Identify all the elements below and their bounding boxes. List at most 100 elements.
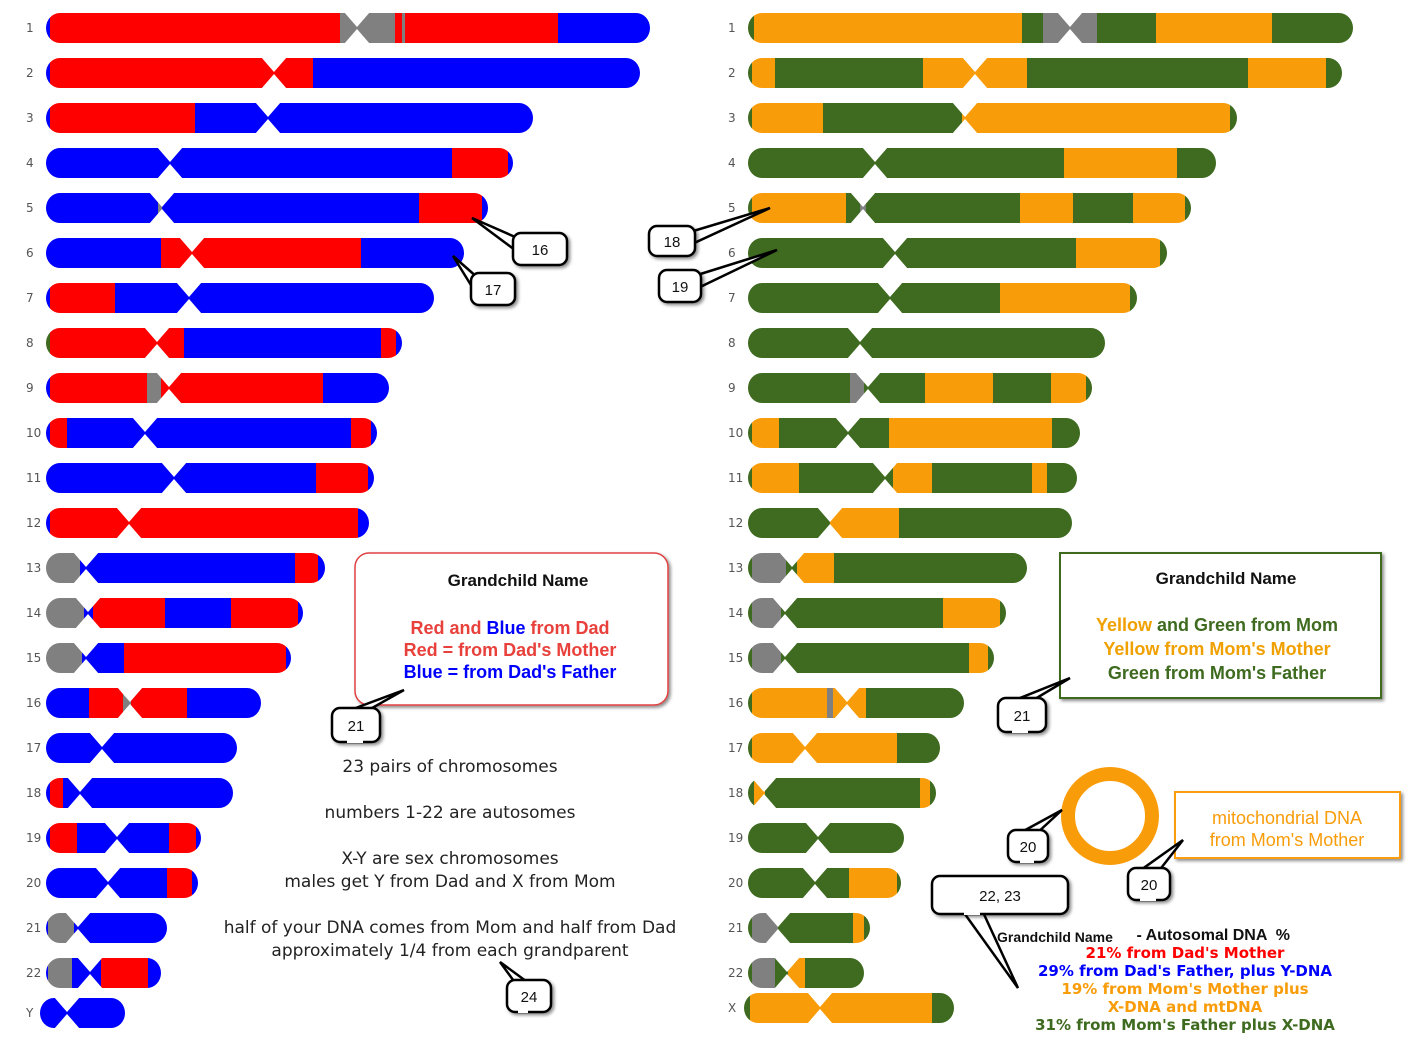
segment bbox=[50, 508, 358, 538]
segment bbox=[48, 913, 74, 943]
chromosome-label: 20 bbox=[728, 876, 743, 890]
dad-legend-box: Grandchild Name Red and Blue from Dad Re… bbox=[354, 552, 669, 706]
chromosome-r-6: 6 bbox=[728, 237, 1167, 269]
segment bbox=[340, 13, 395, 43]
segment bbox=[46, 13, 50, 43]
segment bbox=[93, 598, 165, 628]
centromere-pinch bbox=[751, 794, 777, 809]
centromere-pinch bbox=[179, 237, 205, 252]
segment bbox=[558, 13, 650, 43]
callout-number: 17 bbox=[485, 282, 502, 299]
segment bbox=[805, 958, 864, 988]
centromere-pinch bbox=[805, 839, 831, 854]
dad-legend-title: Grandchild Name bbox=[448, 571, 589, 590]
segment bbox=[101, 958, 148, 988]
segment bbox=[866, 688, 964, 718]
centromere-pinch bbox=[156, 389, 182, 404]
green-from-mom: and Green from Mom bbox=[1152, 615, 1338, 635]
segment bbox=[50, 823, 77, 853]
note-23-pairs: 23 pairs of chromosomes bbox=[342, 757, 557, 777]
segment bbox=[123, 688, 131, 718]
segment bbox=[1032, 463, 1047, 493]
centromere-pinch bbox=[772, 597, 798, 612]
centromere-pinch bbox=[855, 372, 881, 387]
chromosome-l-Y: Y bbox=[25, 997, 125, 1029]
centromere-pinch bbox=[255, 102, 281, 117]
chromosome-l-1: 1 bbox=[26, 12, 650, 44]
segment bbox=[115, 283, 434, 313]
centromere-pinch bbox=[1057, 29, 1083, 44]
centromere-pinch bbox=[850, 192, 876, 207]
chromosome-label: 6 bbox=[26, 246, 34, 260]
segment bbox=[187, 688, 261, 718]
centromere-pinch bbox=[772, 642, 798, 657]
segment bbox=[323, 373, 389, 403]
segment bbox=[50, 373, 147, 403]
centromere-pinch bbox=[855, 389, 881, 404]
segment bbox=[781, 643, 969, 673]
centromere-pinch bbox=[872, 462, 898, 477]
segment bbox=[46, 238, 161, 268]
segment bbox=[748, 463, 752, 493]
centromere-pinch bbox=[75, 614, 101, 629]
segment bbox=[395, 13, 402, 43]
note-quarter: approximately 1/4 from each grandparent bbox=[271, 941, 629, 961]
callout-c24: 24 bbox=[498, 960, 553, 1014]
segment bbox=[866, 193, 1020, 223]
segment bbox=[508, 148, 513, 178]
centromere-pinch bbox=[805, 822, 831, 837]
segment bbox=[748, 58, 752, 88]
segment bbox=[368, 463, 374, 493]
segment bbox=[748, 13, 754, 43]
chromosome-label: 16 bbox=[26, 696, 41, 710]
centromere-pinch bbox=[817, 524, 843, 539]
centromere-pinch bbox=[255, 119, 281, 134]
segment bbox=[48, 958, 72, 988]
centromere-pinch bbox=[104, 822, 130, 837]
segment bbox=[778, 913, 853, 943]
chromosome-label: 2 bbox=[26, 66, 34, 80]
segment bbox=[46, 373, 50, 403]
callout-number: 16 bbox=[532, 242, 549, 259]
callout-number: 20 bbox=[1020, 839, 1037, 856]
chromosome-l-7: 7 bbox=[26, 282, 434, 314]
segment bbox=[46, 328, 50, 358]
segment bbox=[754, 778, 765, 808]
segment bbox=[752, 553, 786, 583]
chromosome-l-12: 12 bbox=[26, 507, 369, 539]
segment bbox=[748, 553, 752, 583]
chromosome-label: 7 bbox=[728, 291, 736, 305]
segment bbox=[752, 643, 781, 673]
segment bbox=[752, 733, 897, 763]
summary-heading: - Autosomal DNA % bbox=[1132, 927, 1290, 944]
chromosome-l-22: 22 bbox=[26, 957, 161, 989]
chromosome-label: 1 bbox=[26, 21, 34, 35]
chromosome-label: 10 bbox=[26, 426, 41, 440]
centromere-pinch bbox=[65, 912, 91, 927]
centromere-pinch bbox=[149, 209, 175, 224]
segment bbox=[752, 103, 823, 133]
centromere-pinch bbox=[95, 867, 121, 882]
chromosome-label: 22 bbox=[26, 966, 41, 980]
centromere-pinch bbox=[952, 119, 978, 134]
chromosome-label: 21 bbox=[728, 921, 743, 935]
chromosome-r-22: 22 bbox=[728, 957, 864, 989]
segment bbox=[781, 598, 943, 628]
chromosome-r-20: 20 bbox=[728, 867, 901, 899]
segment bbox=[748, 283, 1000, 313]
centromere-pinch bbox=[877, 282, 903, 297]
segment bbox=[74, 913, 167, 943]
segment bbox=[295, 553, 318, 583]
segment bbox=[1000, 283, 1130, 313]
summary-moms-mother-2: X-DNA and mtDNA bbox=[1108, 998, 1263, 1016]
chromosome-l-3: 3 bbox=[26, 102, 533, 134]
chromosome-label: 12 bbox=[728, 516, 743, 530]
chromosome-l-6: 6 bbox=[26, 237, 464, 269]
segment bbox=[860, 193, 866, 223]
chromosome-r-7: 7 bbox=[728, 282, 1137, 314]
centromere-pinch bbox=[862, 164, 888, 179]
centromere-pinch bbox=[176, 299, 202, 314]
segment bbox=[748, 823, 904, 853]
segment bbox=[930, 778, 936, 808]
segment bbox=[752, 598, 781, 628]
